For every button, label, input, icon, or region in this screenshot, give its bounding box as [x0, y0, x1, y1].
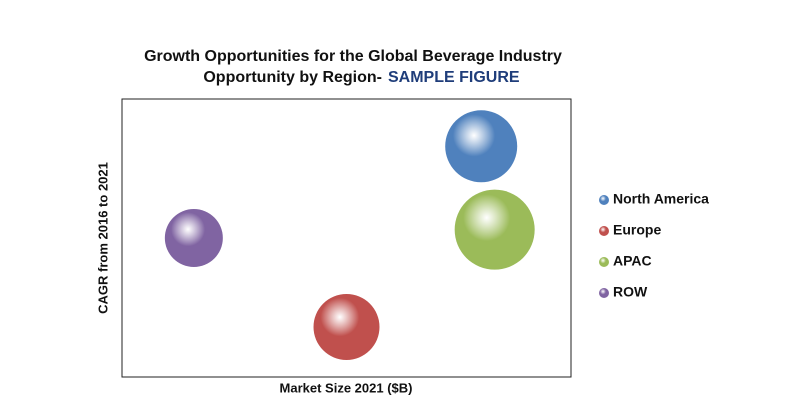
- chart-subtitle-highlight: SAMPLE FIGURE: [388, 69, 520, 86]
- bubble: [164, 209, 223, 267]
- y-axis-label: CAGR from 2016 to 2021: [95, 162, 110, 314]
- legend-marker: [599, 226, 609, 236]
- legend-label: Europe: [613, 222, 661, 238]
- legend-marker: [599, 257, 609, 267]
- chart-subtitle: Opportunity by Region-: [203, 69, 382, 86]
- bubble: [454, 189, 535, 270]
- legend-label: ROW: [613, 284, 648, 300]
- x-axis-label: Market Size 2021 ($B): [280, 380, 413, 395]
- legend-marker: [599, 195, 609, 205]
- legend-marker: [599, 288, 609, 298]
- plot-area: [121, 98, 572, 378]
- bubble: [445, 110, 518, 183]
- chart-title: Growth Opportunities for the Global Beve…: [144, 48, 562, 65]
- bubble: [313, 293, 380, 360]
- legend-label: North America: [613, 191, 709, 207]
- legend-label: APAC: [613, 253, 652, 269]
